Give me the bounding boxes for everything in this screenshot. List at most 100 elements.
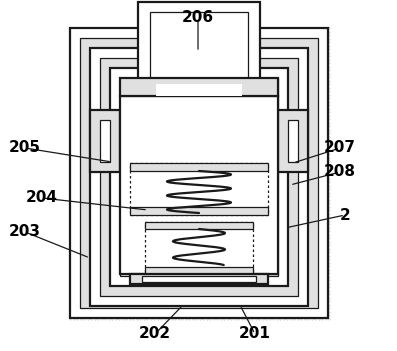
Point — [207, 316, 213, 321]
Point — [175, 193, 182, 199]
Point — [112, 64, 119, 69]
Bar — [130, 207, 268, 215]
Point — [273, 71, 279, 76]
Point — [217, 316, 224, 321]
Point — [259, 36, 266, 41]
Point — [298, 256, 304, 262]
Point — [224, 284, 231, 290]
Point — [319, 281, 325, 286]
Point — [326, 218, 332, 223]
Point — [259, 144, 266, 150]
Point — [172, 78, 178, 83]
Point — [228, 284, 234, 290]
Point — [161, 288, 168, 293]
Point — [224, 260, 231, 265]
Point — [84, 193, 91, 199]
Point — [228, 246, 234, 251]
Point — [179, 204, 185, 209]
Point — [70, 74, 77, 80]
Point — [291, 295, 297, 300]
Point — [280, 46, 287, 52]
Point — [147, 232, 154, 237]
Point — [119, 214, 126, 220]
Point — [217, 165, 224, 171]
Point — [130, 249, 136, 255]
Point — [259, 32, 266, 38]
Point — [168, 158, 175, 164]
Point — [273, 228, 279, 234]
Point — [126, 225, 133, 230]
Point — [102, 155, 108, 160]
Point — [322, 284, 329, 290]
Point — [301, 221, 308, 227]
Point — [168, 200, 175, 206]
Point — [140, 29, 146, 34]
Point — [147, 53, 154, 59]
Point — [81, 155, 87, 160]
Point — [147, 99, 154, 104]
Point — [298, 305, 304, 311]
Point — [245, 288, 252, 293]
Point — [147, 305, 154, 311]
Point — [74, 183, 80, 188]
Point — [158, 95, 164, 101]
Point — [186, 270, 192, 276]
Point — [245, 74, 252, 80]
Point — [126, 186, 133, 192]
Point — [70, 46, 77, 52]
Point — [287, 214, 294, 220]
Point — [81, 141, 87, 146]
Point — [147, 155, 154, 160]
Point — [140, 64, 146, 69]
Point — [158, 298, 164, 304]
Point — [224, 172, 231, 178]
Point — [305, 57, 311, 62]
Point — [319, 298, 325, 304]
Point — [256, 246, 262, 251]
Point — [263, 204, 269, 209]
Point — [98, 67, 105, 73]
Point — [116, 92, 122, 97]
Point — [151, 36, 157, 41]
Point — [175, 309, 182, 314]
Point — [84, 183, 91, 188]
Point — [217, 46, 224, 52]
Point — [322, 291, 329, 297]
Point — [151, 256, 157, 262]
Point — [91, 151, 98, 157]
Point — [210, 32, 217, 38]
Point — [165, 295, 171, 300]
Point — [140, 39, 146, 45]
Point — [245, 309, 252, 314]
Point — [130, 298, 136, 304]
Point — [112, 211, 119, 216]
Point — [179, 172, 185, 178]
Point — [273, 127, 279, 132]
Point — [231, 277, 238, 283]
Point — [214, 218, 220, 223]
Point — [74, 263, 80, 269]
Point — [259, 284, 266, 290]
Point — [179, 200, 185, 206]
Point — [84, 312, 91, 318]
Point — [308, 239, 315, 244]
Point — [98, 312, 105, 318]
Point — [301, 85, 308, 90]
Point — [256, 57, 262, 62]
Point — [242, 242, 248, 248]
Point — [158, 172, 164, 178]
Point — [168, 211, 175, 216]
Point — [203, 207, 210, 213]
Point — [287, 57, 294, 62]
Point — [67, 141, 73, 146]
Point — [84, 302, 91, 307]
Point — [252, 274, 259, 279]
Point — [168, 284, 175, 290]
Point — [193, 193, 199, 199]
Point — [151, 305, 157, 311]
Point — [263, 298, 269, 304]
Point — [322, 92, 329, 97]
Point — [270, 43, 276, 48]
Point — [91, 109, 98, 115]
Point — [259, 151, 266, 157]
